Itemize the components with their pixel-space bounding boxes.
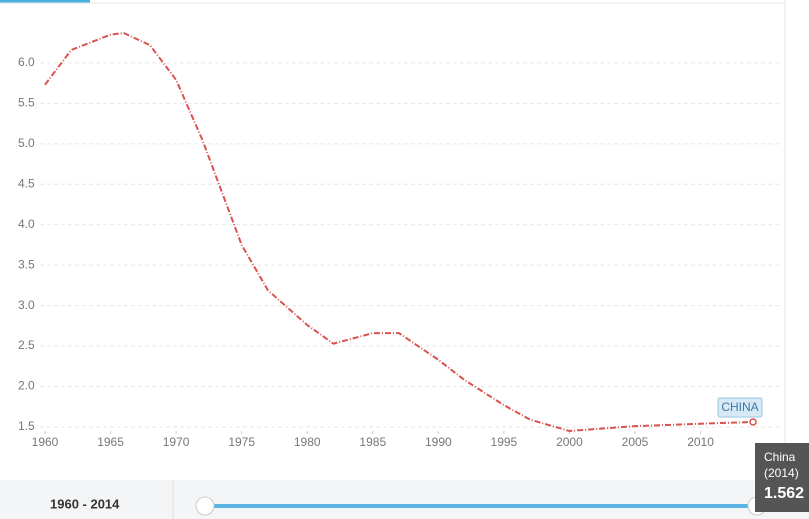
tooltip-name: China bbox=[764, 450, 796, 464]
y-tick-label: 5.5 bbox=[18, 96, 35, 110]
range-bar bbox=[0, 480, 809, 519]
data-line bbox=[44, 31, 754, 433]
x-tick-label: 2010 bbox=[687, 435, 714, 449]
tooltip-value: 1.562 bbox=[764, 485, 804, 502]
x-tick-label: 2005 bbox=[622, 435, 649, 449]
x-tick-label: 1965 bbox=[97, 435, 124, 449]
range-label: 1960 - 2014 bbox=[50, 496, 120, 511]
tooltip-year: (2014) bbox=[764, 466, 799, 480]
x-tick-label: 1980 bbox=[294, 435, 321, 449]
x-tick-label: 1975 bbox=[228, 435, 255, 449]
slider-handle-start[interactable] bbox=[195, 496, 215, 516]
y-tick-label: 3.5 bbox=[18, 257, 35, 271]
series-label: CHINA bbox=[721, 400, 758, 414]
y-tick-label: 1.5 bbox=[18, 419, 35, 433]
tooltip bbox=[755, 443, 809, 512]
active-tab bbox=[0, 0, 90, 3]
x-tick-label: 1970 bbox=[163, 435, 190, 449]
y-tick-label: 2.0 bbox=[18, 379, 35, 393]
y-tick-label: 3.0 bbox=[18, 298, 35, 312]
x-tick-label: 1985 bbox=[359, 435, 386, 449]
y-tick-label: 5.0 bbox=[18, 136, 35, 150]
x-tick-label: 2000 bbox=[556, 435, 583, 449]
x-tick-label: 1995 bbox=[491, 435, 518, 449]
y-tick-label: 4.5 bbox=[18, 176, 35, 190]
x-tick-label: 1990 bbox=[425, 435, 452, 449]
y-tick-label: 2.5 bbox=[18, 338, 35, 352]
y-tick-label: 4.0 bbox=[18, 217, 35, 231]
x-tick-label: 1960 bbox=[32, 435, 59, 449]
series-label-box bbox=[717, 397, 763, 418]
y-tick-label: 6.0 bbox=[18, 55, 35, 69]
end-point bbox=[749, 418, 757, 426]
